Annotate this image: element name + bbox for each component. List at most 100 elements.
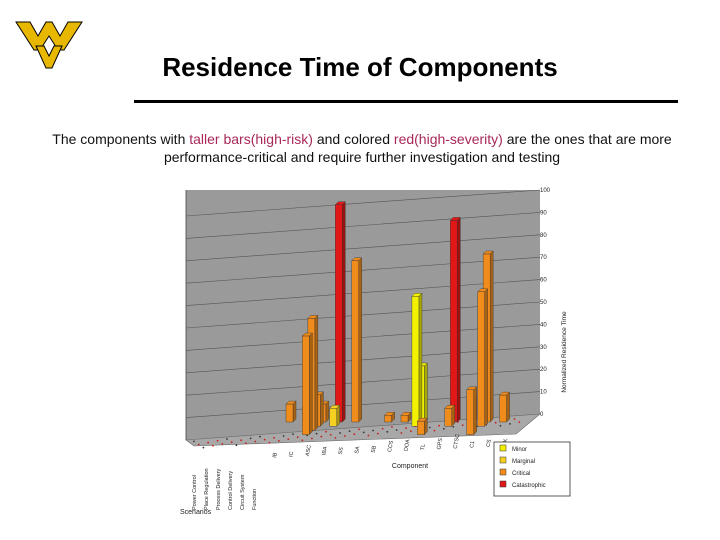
floor-dot [344, 435, 346, 437]
floor-dot [438, 424, 440, 427]
bar-GPS-4 [444, 404, 456, 427]
chart-y-axis-label: Normalized Residence Time [561, 311, 568, 393]
floor-dot [245, 442, 247, 445]
bar-CCS-5 [400, 411, 412, 423]
floor-dot [212, 444, 214, 447]
legend-swatch [499, 468, 507, 476]
y-tick-label: 80 [540, 233, 547, 239]
bar-front [351, 260, 359, 423]
floor-dot [443, 427, 445, 430]
bar-GPS-5 [449, 216, 461, 423]
bar-side [358, 257, 362, 423]
floor-dot [377, 432, 379, 435]
floor-dot [452, 426, 455, 428]
bar-side [457, 216, 461, 423]
bar-side [489, 250, 494, 423]
y-tick-label: 70 [540, 255, 547, 261]
bar-front [417, 420, 425, 435]
bar-front [499, 394, 507, 423]
chart-bars [285, 201, 511, 436]
scenario-tick-label: Function [252, 489, 258, 510]
wvu-logo [15, 21, 83, 69]
title-divider [134, 100, 678, 103]
floor-dot [193, 440, 195, 443]
subtitle-highlight-severity: red(high-severity) [393, 131, 503, 147]
slide-title: Residence Time of Components [162, 52, 558, 82]
x-tick-label: IBA [321, 446, 329, 456]
bar-side [336, 404, 340, 427]
chart-x-axis-label: Component [392, 463, 428, 470]
legend-swatch [499, 444, 507, 452]
legend-swatch [499, 456, 507, 464]
floor-dot [296, 436, 299, 439]
subtitle-text-3: are the ones that are more performance-c… [163, 131, 672, 165]
bar-front [450, 220, 458, 423]
x-tick-label: TL [420, 444, 427, 451]
floor-dot [353, 433, 356, 436]
bar-front [384, 415, 392, 423]
y-tick-label: 50 [540, 300, 547, 306]
bar-SS-5 [351, 257, 363, 423]
y-tick-label: 0 [540, 412, 544, 418]
legend-items: Minor Marginal Critical Catastrophic [499, 444, 546, 489]
x-tick-label: DOA [403, 439, 411, 452]
bar-front [477, 291, 485, 427]
floor-dot [362, 431, 365, 434]
floor-dot [292, 433, 294, 435]
bar-front [411, 296, 420, 427]
floor-dot [240, 439, 242, 442]
floor-dot [268, 441, 271, 444]
subtitle-text-1: The components with [52, 131, 190, 147]
x-tick-label: SS [338, 446, 345, 455]
chart-scenario-axis-label: Scenarios [180, 509, 212, 516]
floor-dot [509, 423, 511, 425]
subtitle-highlight-risk: taller bars(high-risk) [189, 131, 313, 147]
legend-label: Marginal [512, 459, 535, 465]
x-tick-label: CCS [387, 440, 395, 453]
floor-dot [315, 432, 318, 435]
bar-IB-5 [285, 400, 297, 423]
bar-C1-4 [477, 288, 489, 427]
scenario-tick-label: Power Control [192, 475, 198, 510]
floor-dot [494, 421, 497, 424]
floor-dot [386, 430, 389, 433]
floor-dot [287, 438, 290, 440]
subtitle-text-2: and colored [312, 131, 394, 147]
wvu-logo-mark [15, 21, 83, 69]
x-tick-label: CS [486, 439, 493, 448]
floor-dot [235, 444, 238, 447]
bar-front [444, 408, 452, 427]
x-tick-label: GPS [436, 437, 444, 450]
gridline [185, 189, 541, 217]
scenario-tick-label: Circuit System [240, 474, 246, 510]
bar-front [335, 204, 343, 423]
x-tick-label: SB [371, 445, 378, 454]
floor-dot [400, 432, 403, 434]
legend-swatch [499, 480, 507, 488]
bar-CS-5 [499, 391, 511, 423]
floor-dot [428, 426, 431, 429]
floor-dot [226, 438, 228, 440]
y-tick-label: 10 [540, 390, 547, 396]
bar-side [484, 288, 488, 427]
floor-dot [410, 430, 412, 433]
y-tick-label: 40 [540, 322, 547, 328]
y-tick-label: 60 [540, 278, 547, 284]
bar-front [329, 408, 337, 427]
floor-dot [372, 429, 374, 432]
floor-dot [216, 439, 219, 442]
bar-IBA-5 [334, 201, 346, 423]
chart-floor-dots [193, 418, 521, 449]
x-tick-label: ASC [305, 445, 313, 457]
floor-dot [518, 421, 521, 423]
floor-dot [348, 430, 351, 432]
scenario-tick-label: Control Delivery [228, 471, 234, 510]
y-tick-label: 20 [540, 367, 547, 373]
floor-dot [329, 433, 332, 436]
bar-side [424, 362, 428, 423]
gridline [185, 212, 541, 239]
scenario-tick-label: Process Delivery [216, 468, 222, 510]
bar-front [466, 389, 474, 435]
